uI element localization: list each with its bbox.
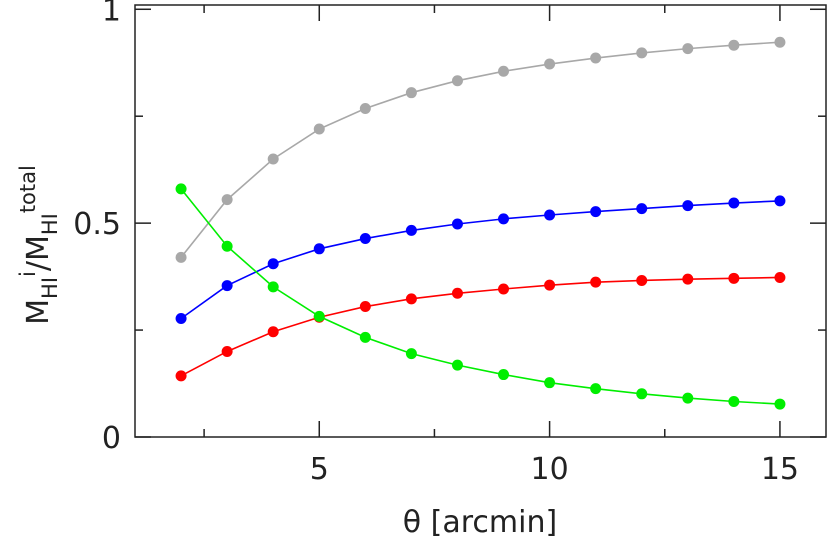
data-point	[590, 383, 602, 395]
data-point	[728, 272, 740, 284]
data-point	[405, 224, 417, 236]
series-line	[180, 41, 780, 258]
data-point	[728, 395, 740, 407]
data-point	[544, 279, 556, 291]
series-line	[180, 188, 780, 405]
plot-frame	[134, 4, 827, 438]
x-tick-label: 15	[761, 452, 799, 487]
series-line	[180, 276, 780, 377]
x-axis-label: θ [arcmin]	[403, 505, 557, 540]
series-2	[175, 195, 786, 325]
series-4	[175, 183, 786, 410]
data-point	[221, 194, 233, 206]
x-tick-label: 10	[531, 452, 569, 487]
data-point	[313, 310, 325, 322]
y-label-base2: M	[21, 235, 56, 261]
data-point	[359, 103, 371, 115]
data-point	[728, 39, 740, 51]
data-point	[682, 392, 694, 404]
data-point	[636, 203, 648, 215]
data-point	[774, 271, 786, 283]
data-point	[267, 153, 279, 165]
axis-ticks	[135, 5, 826, 438]
data-point	[359, 331, 371, 343]
x-tick-label: 5	[310, 452, 329, 487]
data-point	[544, 209, 556, 221]
y-label-base1: M	[21, 299, 56, 325]
data-point	[636, 47, 648, 59]
data-point	[451, 359, 463, 371]
series-1	[175, 36, 786, 263]
data-point	[682, 273, 694, 285]
data-point	[590, 276, 602, 288]
y-label-slash: /	[21, 260, 56, 271]
data-point	[175, 313, 187, 325]
data-point	[221, 240, 233, 252]
y-tick-label: 1	[102, 0, 121, 28]
data-point	[175, 183, 187, 195]
series-layer	[175, 36, 786, 410]
data-point	[498, 65, 510, 77]
y-label-sup1: i	[16, 271, 40, 277]
data-point	[590, 52, 602, 64]
data-point	[359, 301, 371, 313]
data-point	[405, 348, 417, 360]
data-point	[590, 206, 602, 218]
data-point	[682, 43, 694, 55]
data-point	[175, 370, 187, 382]
data-point	[682, 200, 694, 212]
data-point	[451, 75, 463, 87]
y-axis-label: MHIi/MHItotal	[16, 165, 62, 325]
data-point	[498, 369, 510, 381]
series-line	[180, 200, 780, 320]
y-label-sup2: total	[16, 165, 40, 213]
data-point	[267, 281, 279, 293]
data-point	[221, 280, 233, 292]
data-point	[267, 258, 279, 270]
data-point	[498, 283, 510, 295]
data-point	[313, 243, 325, 255]
data-point	[544, 377, 556, 389]
y-label-sub2: HI	[38, 213, 62, 235]
data-point	[221, 345, 233, 357]
data-point	[728, 197, 740, 209]
data-point	[498, 213, 510, 225]
data-point	[451, 287, 463, 299]
y-label-sub1: HI	[38, 277, 62, 299]
series-3	[175, 271, 786, 382]
data-point	[175, 251, 187, 263]
data-point	[313, 123, 325, 135]
data-point	[405, 293, 417, 305]
y-tick-label: 0	[102, 421, 121, 456]
data-point	[774, 398, 786, 410]
data-point	[544, 58, 556, 70]
data-point	[636, 274, 648, 286]
data-point	[359, 233, 371, 245]
data-point	[636, 388, 648, 400]
data-point	[451, 218, 463, 230]
tick-labels: 5 10 15 0 0.5 1	[73, 0, 799, 487]
data-point	[774, 36, 786, 48]
data-point	[267, 326, 279, 338]
data-point	[774, 195, 786, 207]
data-point	[405, 87, 417, 99]
y-tick-label: 0.5	[73, 207, 121, 242]
